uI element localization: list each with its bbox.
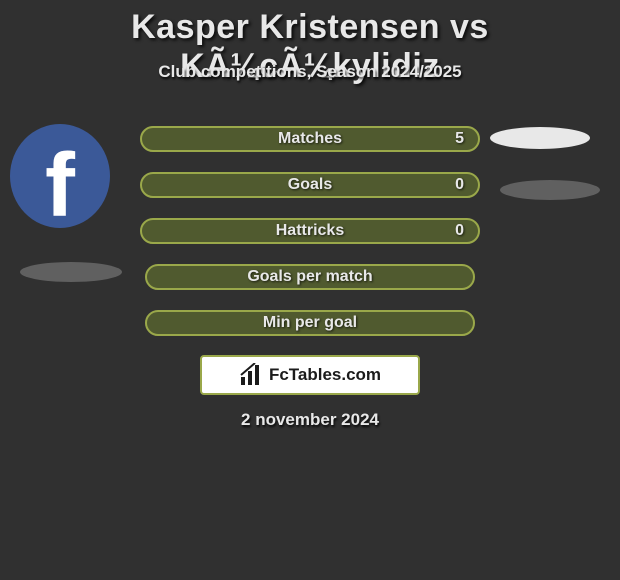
comparison-infographic: Kasper Kristensen vs KÃ¼cÃ¼kylidiz Club … <box>0 0 620 580</box>
facebook-icon: f <box>10 124 110 228</box>
source-text: FcTables.com <box>269 365 381 385</box>
date-text: 2 november 2024 <box>0 410 620 430</box>
bar-value: 0 <box>455 222 464 240</box>
bar-min-per-goal: Min per goal <box>145 310 475 336</box>
shadow-ellipse-left <box>20 262 122 282</box>
barchart-icon <box>239 363 263 387</box>
bar-value: 5 <box>455 130 464 148</box>
bar-goals-per-match: Goals per match <box>145 264 475 290</box>
stat-bars: Matches 5 Goals 0 Hattricks 0 Goals per … <box>140 126 480 356</box>
page-subtitle: Club competitions, Season 2024/2025 <box>0 62 620 82</box>
shadow-ellipse-right-1 <box>490 127 590 149</box>
bar-label: Min per goal <box>263 314 357 332</box>
bar-goals: Goals 0 <box>140 172 480 198</box>
bar-label: Goals <box>288 176 332 194</box>
player-avatar-left: f <box>10 124 110 228</box>
source-badge: FcTables.com <box>200 355 420 395</box>
bar-label: Matches <box>278 130 342 148</box>
bar-value: 0 <box>455 176 464 194</box>
bar-label: Hattricks <box>276 222 344 240</box>
facebook-f-glyph: f <box>45 141 75 228</box>
bar-label: Goals per match <box>247 268 372 286</box>
shadow-ellipse-right-2 <box>500 180 600 200</box>
bar-matches: Matches 5 <box>140 126 480 152</box>
bar-hattricks: Hattricks 0 <box>140 218 480 244</box>
